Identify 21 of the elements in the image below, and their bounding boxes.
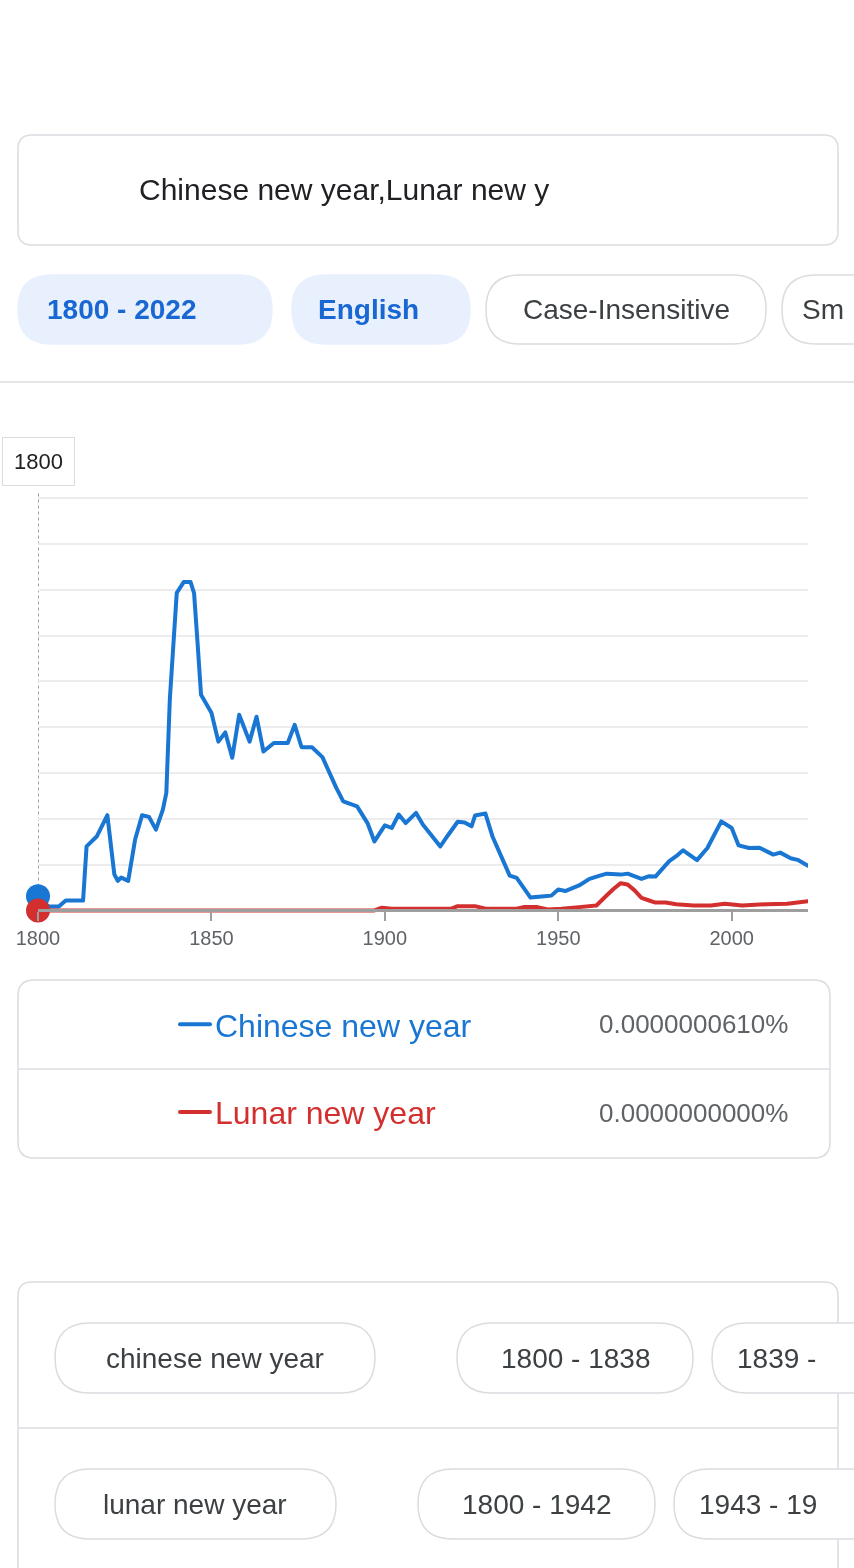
legend-label: Chinese new year [215,1007,472,1044]
text: 1839 - [737,1343,817,1374]
text: 0.0000000000% [599,1098,789,1128]
text: 1943 - 19 [699,1489,818,1520]
text: English [318,294,420,325]
x-tick-label: 1850 [189,927,234,950]
text: Chinese new year,Lunar new y [139,173,550,206]
x-tick-label: 1800 [15,927,61,950]
text: 1800 - 1942 [462,1489,612,1520]
text: 0.0000000610% [599,1009,789,1039]
text: chinese new year [106,1343,324,1374]
legend-label: Lunar new year [215,1095,436,1132]
x-tick-label: 1950 [536,927,581,950]
x-tick-label: 1900 [362,927,408,950]
text: Case-Insensitive [523,294,730,325]
text: 1800 - 1838 [501,1343,651,1374]
text: 1800 - 2022 [47,294,197,325]
text: lunar new year [103,1489,287,1520]
x-tick-label: 2000 [709,927,754,950]
ref-line-label: 1800 [14,449,63,474]
text: Sm [802,294,844,325]
